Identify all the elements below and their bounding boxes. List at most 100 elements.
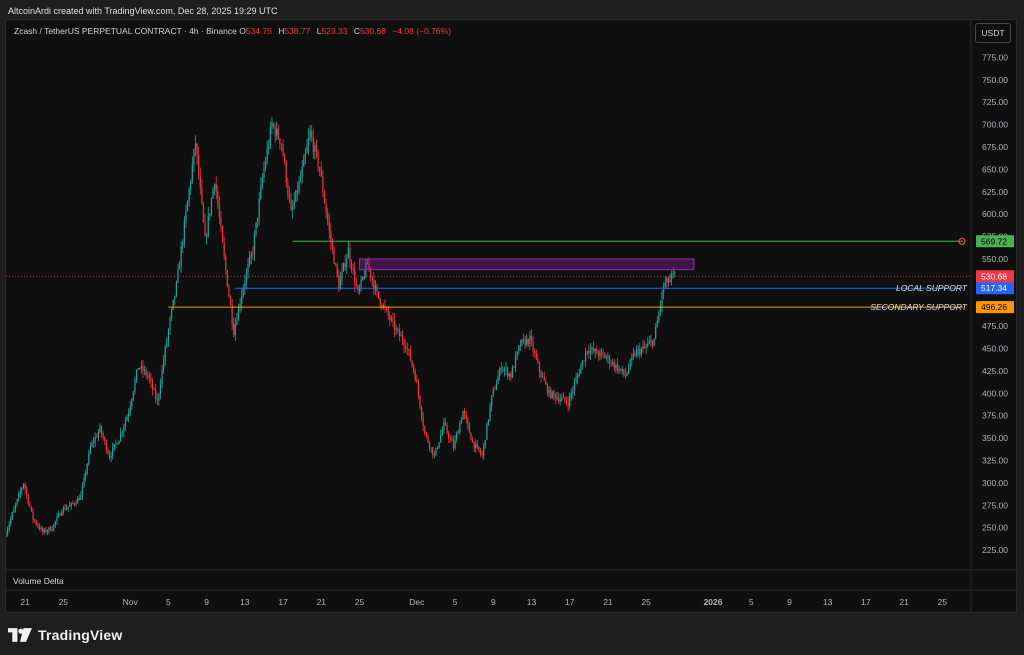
candle-body [303, 157, 305, 167]
candle-body [261, 177, 263, 186]
candle-body [54, 521, 56, 525]
candle-body [470, 433, 472, 441]
price-axis-tag-text: 569.72 [981, 236, 1007, 246]
x-tick-label: 9 [787, 597, 792, 607]
candle-body [163, 360, 165, 370]
candle-body [456, 433, 458, 440]
candle-body [486, 423, 488, 440]
candle-body [580, 366, 582, 374]
candle-body [307, 138, 310, 146]
candle-body [365, 263, 367, 278]
candle-body [444, 421, 447, 426]
candle-body [648, 341, 650, 344]
candle-body [319, 167, 321, 171]
candle-body [519, 345, 521, 347]
y-tick-label: 600.00 [982, 209, 1008, 219]
candle-body [546, 383, 549, 394]
candle-body [139, 368, 141, 369]
candle-body [360, 279, 362, 288]
candle-body [374, 285, 377, 290]
candle-body [257, 217, 259, 223]
y-tick-label: 425.00 [982, 366, 1008, 376]
candle-body [249, 256, 251, 265]
y-tick-label: 400.00 [982, 388, 1008, 398]
candle-body [545, 380, 547, 384]
candle-body [29, 503, 31, 507]
candle-body [489, 406, 491, 420]
candle-body [218, 205, 220, 218]
x-tick-label: 13 [527, 597, 537, 607]
candle-body [565, 400, 568, 403]
candle-body [363, 277, 365, 279]
candle-body [624, 373, 627, 376]
level-label: LOCAL SUPPORT [896, 283, 968, 293]
y-tick-label: 475.00 [982, 321, 1008, 331]
candle-body [51, 529, 53, 531]
candle-body [277, 128, 279, 139]
candle-body [350, 261, 353, 270]
candle-body [602, 352, 604, 355]
price-chart[interactable]: 225.00 250.00 275.00 300.00 325.00 350.00 375.… [6, 20, 1018, 614]
candle-body [650, 340, 652, 342]
candle-body [495, 383, 498, 390]
candle-body [569, 395, 571, 407]
candle-body [330, 230, 332, 242]
candle-body [57, 513, 60, 517]
candle-body [578, 373, 580, 376]
candle-body [174, 295, 176, 300]
candle-body [34, 519, 36, 521]
chart-frame[interactable]: Zcash / TetherUS PERPETUAL CONTRACT · 4h… [5, 19, 1018, 614]
candle-body [366, 263, 369, 265]
currency-button[interactable]: USDT [975, 23, 1011, 43]
candle-body [48, 527, 50, 531]
candle-body [167, 329, 170, 341]
candle-body [30, 506, 33, 511]
candle-body [468, 424, 470, 434]
tradingview-logo[interactable]: TradingView [8, 626, 122, 644]
candle-body [594, 349, 596, 352]
candle-body [651, 340, 654, 346]
candle-body [618, 368, 620, 371]
candle-body [448, 432, 450, 439]
candle-body [349, 247, 351, 262]
candle-body [247, 264, 249, 273]
open-value: 534.75 [245, 26, 272, 36]
candle-body [464, 411, 466, 415]
candle-body [274, 126, 276, 136]
candle-body [142, 365, 144, 372]
candle-body [389, 315, 391, 320]
candle-body [460, 419, 463, 424]
candle-body [22, 483, 25, 489]
candle-body [346, 258, 348, 267]
candle-body [419, 395, 421, 408]
candle-body [35, 520, 37, 525]
candle-body [548, 389, 550, 394]
candle-body [225, 256, 227, 271]
candle-body [276, 128, 278, 136]
candle-body [172, 299, 174, 310]
candle-body [260, 185, 262, 199]
candle-body [564, 397, 566, 401]
candle-body [97, 432, 99, 438]
candle-body [432, 447, 434, 456]
x-tick-label: 17 [565, 597, 575, 607]
candle-body [271, 123, 273, 128]
candle-body [32, 510, 34, 520]
candle-body [110, 455, 112, 458]
symbol-legend: Zcash / TetherUS PERPETUAL CONTRACT · 4h… [14, 26, 455, 36]
candle-body [631, 357, 633, 361]
candle-body [158, 394, 160, 401]
high-label: H [278, 26, 285, 36]
candle-body [61, 512, 63, 516]
candle-body [658, 312, 660, 321]
candle-body [409, 350, 412, 361]
candle-body [465, 414, 467, 420]
candle-body [123, 426, 125, 432]
candle-body [237, 306, 240, 321]
candle-body [220, 217, 222, 227]
candle-body [390, 318, 392, 320]
candle-body [292, 206, 294, 210]
candle-body [406, 348, 408, 350]
candle-body [10, 518, 12, 525]
candle-body [607, 356, 609, 358]
